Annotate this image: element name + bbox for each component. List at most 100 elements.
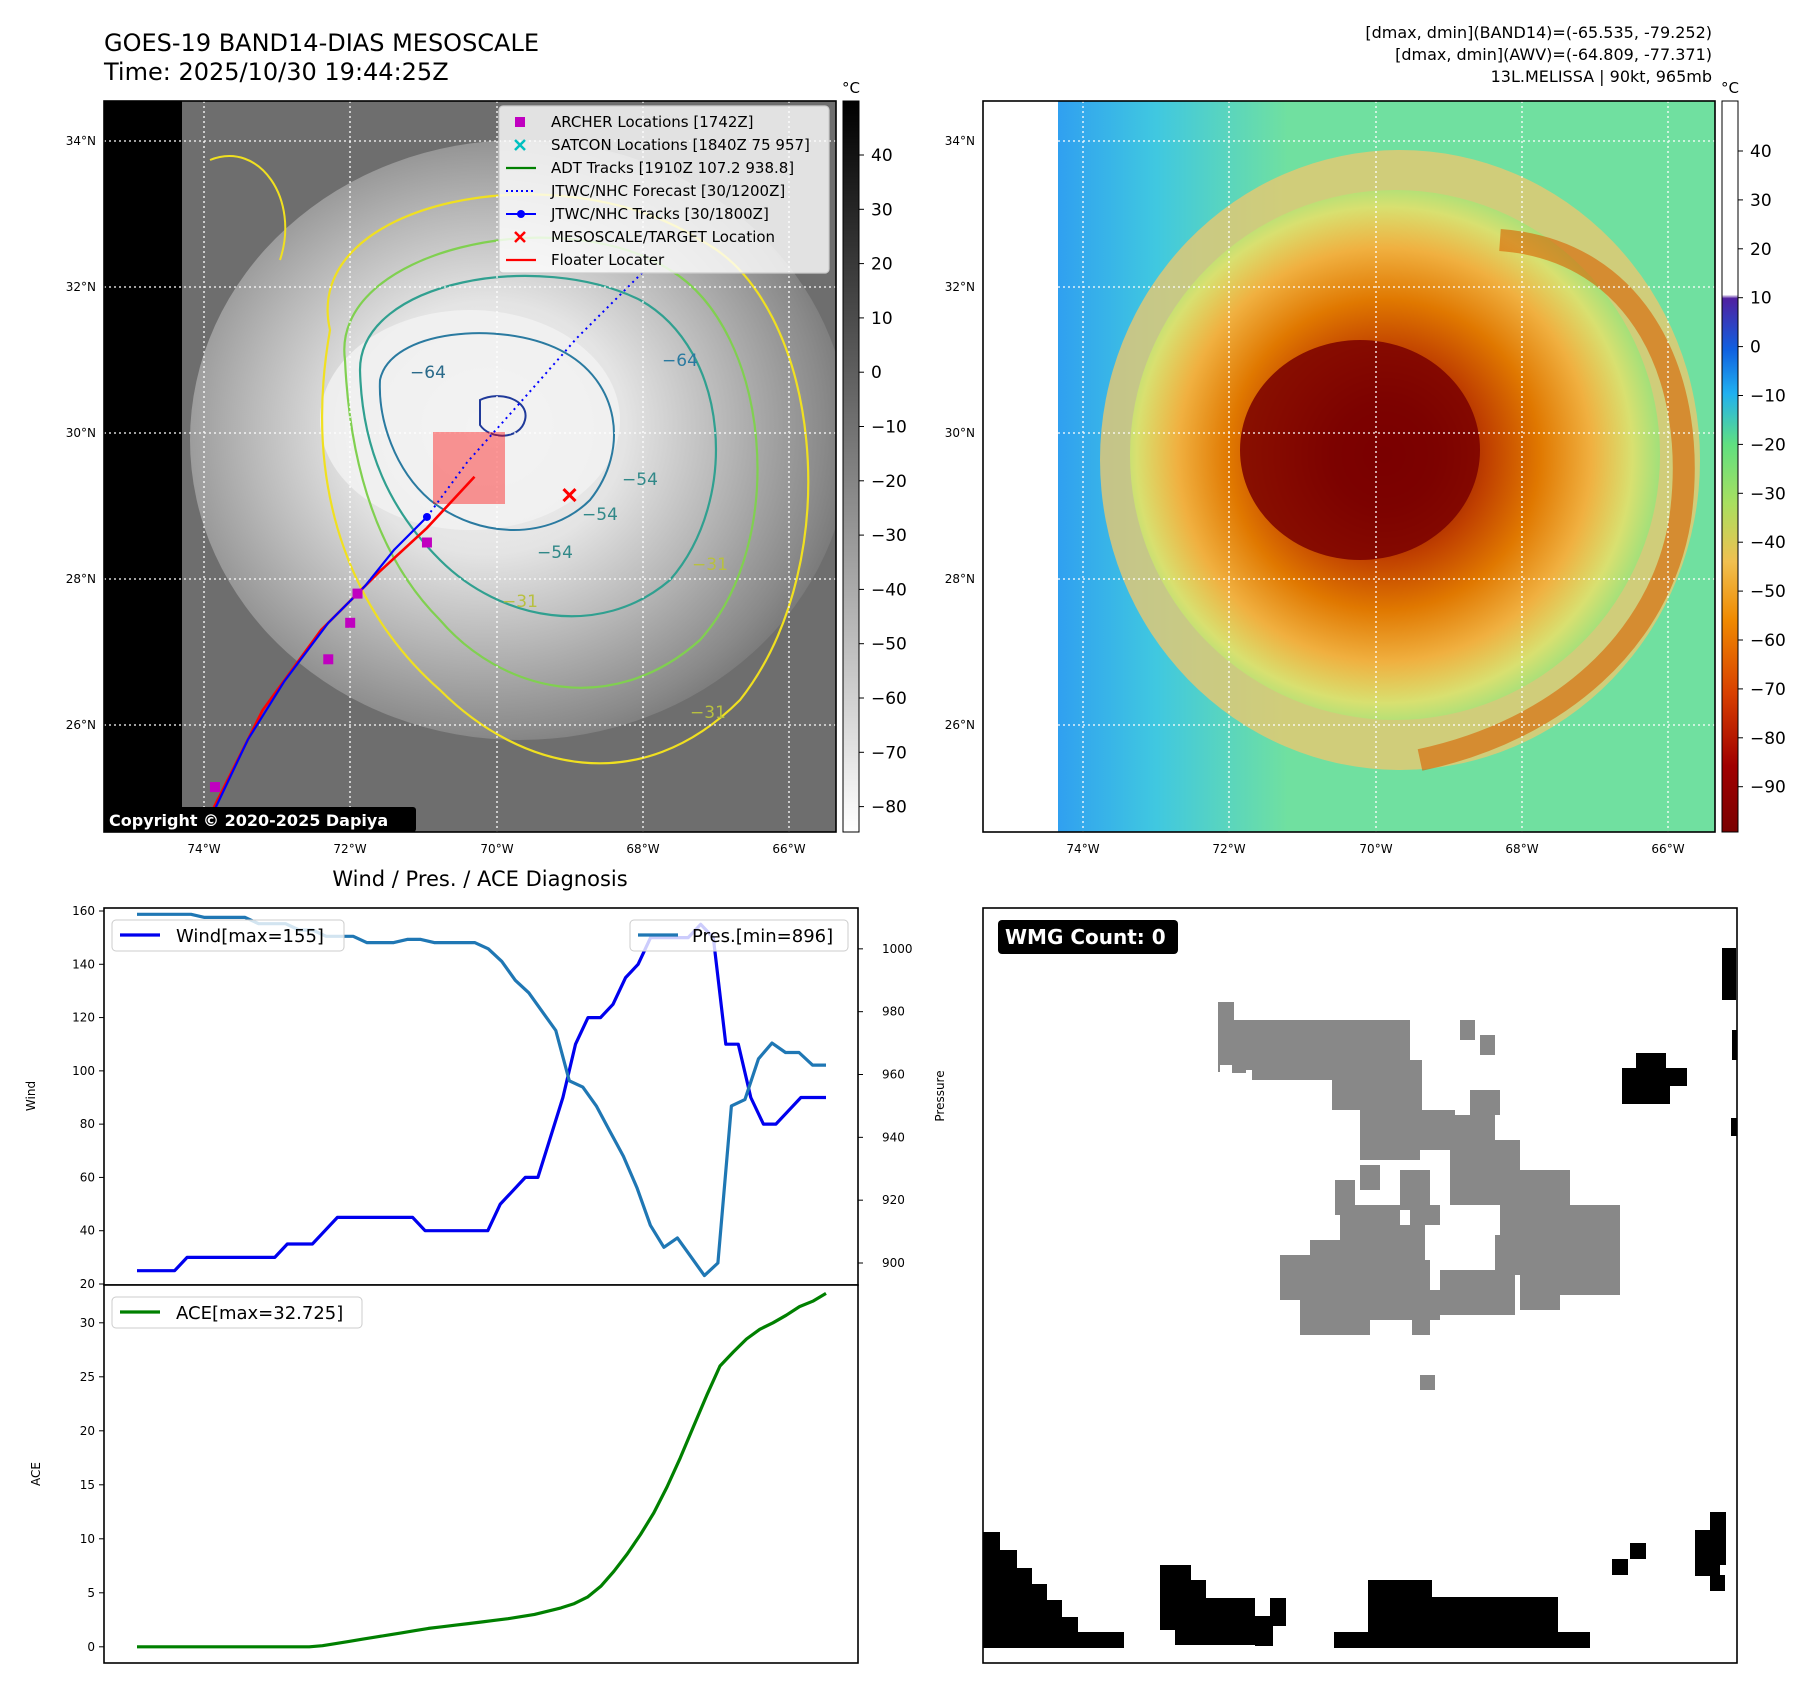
wv-colorbar: °C 40 30 20 10 0 −10 −20 −30 −40 −50 −60 −70 −80 −90 xyxy=(1721,79,1786,833)
pressure-tick-label: 900 xyxy=(882,1256,905,1270)
legend-label: SATCON Locations [1840Z 75 957] xyxy=(551,136,810,154)
contour-label: −64 xyxy=(662,351,698,371)
legend-label: ARCHER Locations [1742Z] xyxy=(551,113,754,131)
ace-chart: 0 5 10 15 20 25 30 ACE ACE[max=32.725] xyxy=(29,1284,859,1664)
colorbar-tick-label: 0 xyxy=(871,363,882,383)
ace-tick-label: 15 xyxy=(80,1478,95,1492)
wv-gridlines xyxy=(983,101,1715,832)
best-track-point xyxy=(422,512,431,521)
contour-label: −31 xyxy=(502,592,538,612)
colorbar-tick-label: −30 xyxy=(871,526,907,546)
copyright-label: Copyright © 2020-2025 Dapiya xyxy=(109,811,388,830)
archer-marker xyxy=(352,588,363,599)
legend-label: JTWC/NHC Tracks [30/1800Z] xyxy=(550,205,769,223)
wind-tick-label: 140 xyxy=(72,957,95,971)
wv-lon-label: 68°W xyxy=(1505,842,1538,856)
ace-tick-label: 0 xyxy=(87,1640,95,1654)
ir-legend: ARCHER Locations [1742Z] SATCON Locations… xyxy=(498,105,830,274)
wind-axis-label: Wind xyxy=(24,1081,38,1111)
wv-panel xyxy=(982,100,1716,833)
legend-label: JTWC/NHC Forecast [30/1200Z] xyxy=(550,182,785,200)
contour-label: −64 xyxy=(410,363,446,383)
contour-label: −54 xyxy=(537,543,573,563)
awv-range: [dmax, dmin](AWV)=(-64.809, -77.371) xyxy=(1395,45,1712,64)
diagnosis-title: Wind / Pres. / ACE Diagnosis xyxy=(332,867,627,891)
wind-tick-label: 100 xyxy=(72,1064,95,1078)
legend-label: Floater Locater xyxy=(551,251,665,269)
colorbar-tick-label: −50 xyxy=(871,635,907,655)
ace-legend xyxy=(111,1296,363,1329)
ir-lat-label: 30°N xyxy=(66,426,96,440)
ir-lon-label: 66°W xyxy=(772,842,805,856)
ir-lat-label: 28°N xyxy=(66,572,96,586)
contour-minus64 xyxy=(378,332,615,531)
ace-tick-label: 5 xyxy=(87,1586,95,1600)
legend-marker xyxy=(515,117,525,127)
wind-legend xyxy=(111,919,345,952)
wind-tick-label: 40 xyxy=(80,1224,95,1238)
ace-tick-label: 10 xyxy=(80,1532,95,1546)
wind-tick-label: 80 xyxy=(80,1117,95,1131)
pressure-tick-label: 980 xyxy=(882,1005,905,1019)
wmg-panel: WMG Count: 0 xyxy=(982,907,1738,1664)
wv-lat-label: 30°N xyxy=(945,426,975,440)
archer-marker xyxy=(345,617,356,628)
archer-marker xyxy=(421,537,432,548)
ace-line xyxy=(137,1292,827,1649)
wv-lon-label: 66°W xyxy=(1651,842,1684,856)
ir-lat-label: 26°N xyxy=(66,718,96,732)
ir-lon-label: 72°W xyxy=(333,842,366,856)
colorbar-tick-label: −70 xyxy=(1750,680,1786,700)
colorbar-tick-label: 20 xyxy=(871,255,893,275)
colorbar-tick-label: −80 xyxy=(1750,729,1786,749)
colorbar-tick-label: −10 xyxy=(1750,387,1786,407)
wind-pressure-chart: 204060801001201401609009209409609801000 … xyxy=(24,904,947,1291)
storm-info: 13L.MELISSA | 90kt, 965mb xyxy=(1491,67,1712,86)
wmg-count-badge xyxy=(998,920,1178,954)
colorbar-tick-label: 30 xyxy=(871,200,893,220)
wind-tick-label: 20 xyxy=(80,1277,95,1291)
figure-title: GOES-19 BAND14-DIAS MESOSCALE xyxy=(104,29,539,57)
wmg-black-region xyxy=(983,948,1737,1648)
colorbar-tick-label: 10 xyxy=(1750,289,1772,309)
wv-lon-label: 74°W xyxy=(1066,842,1099,856)
colorbar-tick-label: 0 xyxy=(1750,338,1761,358)
contour-label: −54 xyxy=(582,505,618,525)
ace-tick-label: 25 xyxy=(80,1370,95,1384)
colorbar-tick-label: −20 xyxy=(871,472,907,492)
archer-marker xyxy=(323,654,334,665)
wv-lat-label: 34°N xyxy=(945,134,975,148)
ace-tick-label: 30 xyxy=(80,1316,95,1330)
wv-lon-label: 72°W xyxy=(1212,842,1245,856)
archer-marker xyxy=(209,782,220,793)
contour-label: −54 xyxy=(622,470,658,490)
colorbar-tick-label: −30 xyxy=(1750,484,1786,504)
band14-range: [dmax, dmin](BAND14)=(-65.535, -79.252) xyxy=(1365,23,1712,42)
pressure-legend-label: Pres.[min=896] xyxy=(692,926,833,947)
wind-tick-label: 160 xyxy=(72,904,95,918)
wv-lat-label: 26°N xyxy=(945,718,975,732)
colorbar-tick-label: −60 xyxy=(1750,631,1786,651)
legend-marker xyxy=(514,139,526,151)
ir-colorbar: °C 40 30 20 10 0 −10 −20 −30 −40 −50 −60 −70 −80 xyxy=(842,79,907,833)
wv-lat-label: 32°N xyxy=(945,280,975,294)
ace-axis-label: ACE xyxy=(29,1462,43,1486)
ir-panel: −64−64−54−54−54−31−31−31 ARCHER Location… xyxy=(103,100,837,833)
colorbar-tick-label: 30 xyxy=(1750,191,1772,211)
pressure-axis-label: Pressure xyxy=(933,1070,947,1121)
colorbar-tick-label: 20 xyxy=(1750,240,1772,260)
pressure-tick-label: 1000 xyxy=(882,942,913,956)
best-track xyxy=(214,516,428,810)
figure-time: Time: 2025/10/30 19:44:25Z xyxy=(103,58,449,86)
colorbar-tick-label: −10 xyxy=(871,418,907,438)
ir-lon-label: 74°W xyxy=(187,842,220,856)
forecast-track xyxy=(426,271,644,518)
ir-lat-label: 34°N xyxy=(66,134,96,148)
colorbar-tick-label: 40 xyxy=(871,146,893,166)
pressure-tick-label: 960 xyxy=(882,1068,905,1082)
ir-colorbar-unit: °C xyxy=(842,79,860,97)
ir-lon-label: 68°W xyxy=(626,842,659,856)
ir-lat-label: 32°N xyxy=(66,280,96,294)
colorbar-tick-label: 40 xyxy=(1750,142,1772,162)
